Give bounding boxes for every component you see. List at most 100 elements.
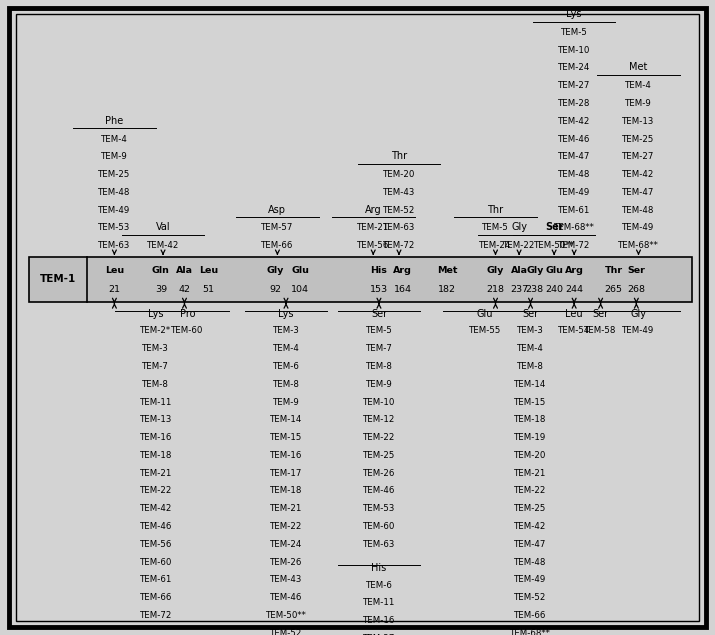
Text: Thr: Thr <box>488 204 503 215</box>
Text: TEM-63: TEM-63 <box>98 241 131 250</box>
Text: 244: 244 <box>565 285 583 294</box>
Text: 42: 42 <box>179 285 190 294</box>
Text: TEM-26: TEM-26 <box>363 469 395 478</box>
Text: TEM-53: TEM-53 <box>363 504 395 513</box>
Text: TEM-17: TEM-17 <box>270 469 302 478</box>
Text: TEM-10: TEM-10 <box>363 398 395 406</box>
Text: TEM-14: TEM-14 <box>270 415 302 424</box>
Text: TEM-66: TEM-66 <box>261 241 294 250</box>
Text: Gln: Gln <box>152 266 170 275</box>
Text: TEM-7: TEM-7 <box>142 362 169 371</box>
Text: Leu: Leu <box>199 266 218 275</box>
Text: Met: Met <box>437 266 457 275</box>
Text: Arg: Arg <box>365 204 382 215</box>
Text: Glu: Glu <box>545 266 563 275</box>
Text: TEM-20: TEM-20 <box>514 451 547 460</box>
Text: TEM-4: TEM-4 <box>101 135 128 144</box>
Text: TEM-4: TEM-4 <box>517 344 544 353</box>
Text: 240: 240 <box>545 285 563 294</box>
Text: TEM-42: TEM-42 <box>514 522 547 531</box>
Text: TEM-47: TEM-47 <box>622 188 655 197</box>
Text: TEM-63: TEM-63 <box>363 540 395 549</box>
Text: TEM-55: TEM-55 <box>468 326 501 335</box>
Text: TEM-61: TEM-61 <box>558 206 591 215</box>
Text: TEM-18: TEM-18 <box>270 486 302 495</box>
Text: TEM-26: TEM-26 <box>270 558 302 566</box>
Text: TEM-48: TEM-48 <box>98 188 131 197</box>
Text: TEM-66: TEM-66 <box>514 611 547 620</box>
Text: TEM-9: TEM-9 <box>365 380 393 389</box>
Text: Ser: Ser <box>545 222 563 232</box>
Text: TEM-46: TEM-46 <box>139 522 172 531</box>
Text: TEM-57: TEM-57 <box>261 224 294 232</box>
Text: TEM-60: TEM-60 <box>171 326 204 335</box>
Text: Gly: Gly <box>526 266 543 275</box>
Text: TEM-47: TEM-47 <box>514 540 547 549</box>
Text: TEM-60: TEM-60 <box>363 522 395 531</box>
Text: TEM-56: TEM-56 <box>357 241 390 250</box>
Text: TEM-48: TEM-48 <box>514 558 547 566</box>
Text: Lys: Lys <box>148 309 164 319</box>
Text: TEM-63: TEM-63 <box>383 224 415 232</box>
Text: TEM-5: TEM-5 <box>482 224 509 232</box>
Text: TEM-5: TEM-5 <box>365 326 393 335</box>
Text: TEM-52: TEM-52 <box>270 629 302 635</box>
Text: TEM-18: TEM-18 <box>139 451 172 460</box>
Text: TEM-16: TEM-16 <box>139 433 172 442</box>
Text: TEM-53: TEM-53 <box>98 224 131 232</box>
Text: 153: 153 <box>370 285 388 294</box>
Text: 238: 238 <box>526 285 544 294</box>
Text: TEM-21: TEM-21 <box>139 469 172 478</box>
Text: TEM-13: TEM-13 <box>139 415 172 424</box>
Text: 218: 218 <box>486 285 505 294</box>
Text: Gly: Gly <box>631 309 646 319</box>
Text: Glu: Glu <box>292 266 309 275</box>
Text: Asp: Asp <box>268 204 287 215</box>
Text: TEM-42: TEM-42 <box>139 504 172 513</box>
Text: TEM-22: TEM-22 <box>363 433 395 442</box>
Text: Ala: Ala <box>511 266 528 275</box>
Text: TEM-72: TEM-72 <box>383 241 415 250</box>
Text: TEM-16: TEM-16 <box>270 451 302 460</box>
Text: TEM-28: TEM-28 <box>558 99 591 108</box>
Text: TEM-24: TEM-24 <box>558 64 591 72</box>
Text: TEM-8: TEM-8 <box>365 362 393 371</box>
Text: TEM-56: TEM-56 <box>139 540 172 549</box>
Text: TEM-6: TEM-6 <box>272 362 300 371</box>
Text: Gly: Gly <box>511 222 527 232</box>
Text: Met: Met <box>629 62 648 72</box>
Text: TEM-22: TEM-22 <box>514 486 547 495</box>
Text: 51: 51 <box>203 285 214 294</box>
Text: TEM-9: TEM-9 <box>101 152 128 161</box>
Text: TEM-16: TEM-16 <box>363 616 395 625</box>
Text: Arg: Arg <box>565 266 583 275</box>
Text: TEM-5: TEM-5 <box>561 28 588 37</box>
Text: Leu: Leu <box>566 309 583 319</box>
Text: TEM-50**: TEM-50** <box>533 241 575 250</box>
Text: TEM-46: TEM-46 <box>558 135 591 144</box>
Text: Ser: Ser <box>371 309 387 319</box>
Text: TEM-49: TEM-49 <box>98 206 131 215</box>
Bar <box>29 257 692 302</box>
Text: TEM-72: TEM-72 <box>139 611 172 620</box>
Text: TEM-24: TEM-24 <box>479 241 512 250</box>
Text: TEM-27: TEM-27 <box>558 81 591 90</box>
Text: 182: 182 <box>438 285 456 294</box>
Text: TEM-68**: TEM-68** <box>510 629 551 635</box>
Text: TEM-42: TEM-42 <box>622 170 655 179</box>
Text: TEM-68**: TEM-68** <box>553 224 595 232</box>
Text: TEM-22: TEM-22 <box>270 522 302 531</box>
Text: Glu: Glu <box>476 309 493 319</box>
Text: TEM-48: TEM-48 <box>558 170 591 179</box>
Text: TEM-3: TEM-3 <box>142 344 169 353</box>
Text: TEM-8: TEM-8 <box>142 380 169 389</box>
Text: 268: 268 <box>627 285 646 294</box>
Text: TEM-15: TEM-15 <box>270 433 302 442</box>
Text: 39: 39 <box>155 285 167 294</box>
Text: TEM-72: TEM-72 <box>558 241 591 250</box>
Text: TEM-43: TEM-43 <box>383 188 415 197</box>
Text: TEM-21: TEM-21 <box>514 469 547 478</box>
Text: TEM-60: TEM-60 <box>139 558 172 566</box>
Text: Ser: Ser <box>628 266 646 275</box>
Text: TEM-46: TEM-46 <box>363 486 395 495</box>
